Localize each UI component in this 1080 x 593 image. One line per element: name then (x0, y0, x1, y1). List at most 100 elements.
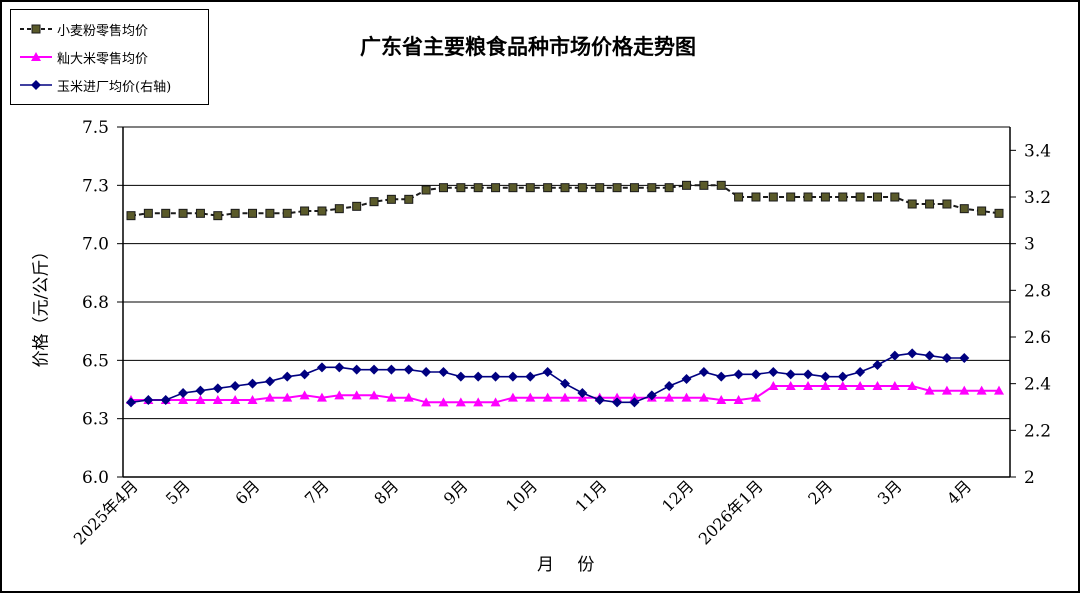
data-point (264, 392, 275, 402)
data-point (612, 397, 623, 408)
x-tick-label: 7月 (301, 476, 333, 508)
data-point (768, 381, 779, 390)
data-point (786, 192, 796, 202)
data-point (716, 395, 727, 404)
data-point (734, 192, 744, 202)
data-point (664, 392, 675, 402)
data-point (977, 206, 987, 216)
data-point (698, 392, 709, 402)
data-point (907, 348, 918, 359)
data-point (490, 371, 501, 382)
data-point (213, 211, 223, 221)
data-point (212, 383, 223, 394)
axis-layer (117, 126, 1016, 478)
data-point (195, 395, 206, 404)
data-point (872, 381, 883, 390)
data-point (803, 381, 814, 390)
data-point (525, 371, 536, 382)
data-point (647, 183, 657, 193)
data-point (785, 369, 796, 380)
data-point (230, 395, 241, 404)
y-left-tick-label: 7.0 (82, 235, 109, 255)
data-point (629, 183, 639, 193)
data-point (594, 395, 605, 405)
data-point (282, 371, 293, 382)
x-tick-label: 3月 (874, 476, 906, 508)
data-point (525, 392, 536, 402)
data-point (334, 362, 345, 373)
data-point (299, 390, 310, 400)
data-point (334, 390, 345, 400)
data-point (473, 371, 484, 382)
data-point (768, 367, 779, 377)
data-point (750, 392, 761, 402)
data-point (629, 392, 640, 402)
data-point (941, 353, 952, 363)
data-point (924, 350, 935, 361)
data-point (889, 381, 900, 390)
data-point (351, 364, 362, 375)
y-left-tick-label: 6.3 (82, 410, 109, 430)
data-point (455, 397, 466, 407)
data-point (421, 185, 431, 195)
x-axis-label: 月 份 (537, 555, 595, 575)
x-tick-label: 10月 (502, 476, 541, 515)
data-point (751, 192, 761, 202)
data-point (855, 381, 866, 390)
data-point (994, 385, 1004, 395)
data-point (803, 369, 814, 380)
data-point (212, 395, 223, 404)
y-right-tick-label: 2.8 (1024, 281, 1051, 301)
y-right-tick-label: 3.2 (1024, 188, 1051, 208)
data-point (750, 369, 761, 380)
data-point (386, 392, 397, 402)
data-point (386, 194, 396, 204)
data-point (491, 183, 501, 193)
data-point (421, 397, 432, 407)
data-point (646, 390, 657, 401)
data-point (160, 395, 171, 405)
tick-label-layer: 6.0 6.3 6.5 6.8 7.0 7.3 7.5 2 2.2 2.4 2.6 2.8 3 3.2 3.… (70, 118, 1051, 548)
data-point (248, 208, 258, 218)
x-tick-label: 2月 (804, 476, 836, 508)
data-point (490, 397, 501, 407)
data-point (924, 385, 935, 395)
data-point (976, 385, 987, 395)
data-point (959, 385, 970, 395)
data-point (994, 208, 1004, 218)
data-point (178, 395, 189, 404)
data-point (455, 371, 466, 382)
y-right-tick-label: 3 (1024, 235, 1035, 255)
data-point (820, 381, 831, 390)
x-tick-label: 9月 (440, 476, 472, 508)
data-point (316, 362, 327, 373)
data-point (299, 369, 310, 380)
data-point (195, 385, 206, 396)
x-tick-label: 6月 (231, 476, 263, 508)
y-left-tick-label: 7.3 (82, 176, 109, 196)
y-right-tick-label: 2.6 (1024, 328, 1051, 348)
y-axis-label: 价格（元/公斤） (31, 242, 52, 368)
data-point (889, 350, 900, 361)
x-tick-label: 12月 (658, 476, 697, 515)
x-tick-label: 4月 (943, 476, 975, 508)
data-point (872, 192, 882, 202)
data-point (334, 204, 344, 214)
data-point (959, 353, 970, 363)
series-0 (126, 180, 1004, 221)
data-point (682, 180, 692, 190)
legend-item-rice: 籼大米零售均价 (19, 47, 148, 67)
data-point (612, 183, 622, 193)
data-point (507, 371, 518, 382)
chart-title: 广东省主要粮食品种市场价格走势图 (360, 34, 696, 59)
data-point (143, 395, 154, 405)
x-tick-label: 5月 (162, 476, 194, 508)
y-left-tick-label: 6.0 (82, 468, 109, 488)
data-point (178, 388, 189, 398)
data-point (681, 374, 692, 384)
data-point (126, 211, 136, 221)
data-point (664, 183, 674, 193)
data-point (369, 364, 380, 375)
y-left-tick-label: 6.5 (82, 351, 109, 371)
